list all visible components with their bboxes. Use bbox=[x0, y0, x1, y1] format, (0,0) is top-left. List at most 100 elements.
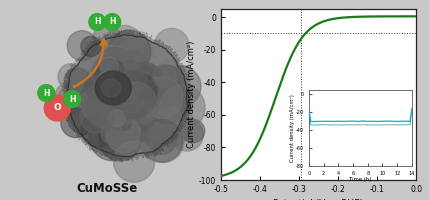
Circle shape bbox=[127, 62, 161, 96]
Circle shape bbox=[89, 114, 136, 161]
Circle shape bbox=[114, 141, 155, 182]
Y-axis label: Current density (mA/cm²): Current density (mA/cm²) bbox=[290, 94, 295, 162]
Circle shape bbox=[86, 90, 125, 129]
Circle shape bbox=[145, 103, 182, 140]
Circle shape bbox=[120, 106, 139, 125]
FancyArrowPatch shape bbox=[74, 40, 106, 87]
Circle shape bbox=[120, 95, 157, 132]
Circle shape bbox=[69, 85, 103, 119]
Circle shape bbox=[67, 31, 97, 61]
X-axis label: Potential (V vs RHE): Potential (V vs RHE) bbox=[273, 199, 364, 200]
Circle shape bbox=[148, 65, 185, 102]
Polygon shape bbox=[66, 35, 187, 157]
Circle shape bbox=[98, 89, 127, 118]
Circle shape bbox=[106, 70, 148, 112]
Circle shape bbox=[111, 78, 154, 120]
Circle shape bbox=[58, 64, 84, 89]
Circle shape bbox=[106, 83, 136, 112]
Circle shape bbox=[101, 123, 123, 144]
Circle shape bbox=[141, 77, 183, 119]
Circle shape bbox=[84, 65, 121, 103]
Circle shape bbox=[93, 24, 120, 52]
Circle shape bbox=[112, 111, 132, 131]
Circle shape bbox=[127, 94, 147, 114]
Circle shape bbox=[133, 76, 158, 100]
Circle shape bbox=[81, 75, 126, 120]
Circle shape bbox=[99, 119, 141, 161]
Circle shape bbox=[160, 85, 205, 130]
Circle shape bbox=[112, 107, 133, 128]
Circle shape bbox=[148, 81, 187, 120]
Circle shape bbox=[132, 72, 159, 99]
Circle shape bbox=[127, 89, 170, 131]
Text: H: H bbox=[94, 18, 100, 26]
Circle shape bbox=[118, 62, 135, 78]
Polygon shape bbox=[101, 79, 121, 97]
Circle shape bbox=[106, 118, 141, 153]
Circle shape bbox=[90, 81, 131, 122]
Circle shape bbox=[97, 47, 135, 86]
Circle shape bbox=[100, 57, 119, 76]
Circle shape bbox=[103, 83, 143, 124]
Circle shape bbox=[114, 82, 157, 124]
Circle shape bbox=[120, 96, 148, 124]
Circle shape bbox=[108, 110, 125, 127]
Circle shape bbox=[112, 60, 142, 90]
Circle shape bbox=[59, 80, 94, 116]
Circle shape bbox=[88, 70, 120, 101]
Circle shape bbox=[112, 83, 133, 104]
Circle shape bbox=[104, 96, 121, 112]
Circle shape bbox=[106, 72, 151, 117]
Circle shape bbox=[90, 45, 136, 92]
Circle shape bbox=[154, 68, 178, 91]
Circle shape bbox=[119, 90, 157, 128]
Circle shape bbox=[136, 59, 177, 101]
Circle shape bbox=[99, 71, 139, 111]
Circle shape bbox=[81, 36, 101, 56]
Circle shape bbox=[118, 86, 139, 108]
Circle shape bbox=[114, 100, 157, 143]
Circle shape bbox=[44, 95, 70, 121]
Circle shape bbox=[181, 119, 205, 143]
Text: H: H bbox=[43, 88, 49, 98]
Circle shape bbox=[120, 71, 153, 103]
Circle shape bbox=[133, 64, 163, 94]
Circle shape bbox=[89, 14, 106, 30]
Circle shape bbox=[96, 97, 135, 136]
Circle shape bbox=[126, 79, 157, 109]
Circle shape bbox=[66, 96, 105, 135]
Circle shape bbox=[118, 76, 137, 95]
Circle shape bbox=[85, 72, 114, 100]
Circle shape bbox=[104, 14, 121, 30]
Circle shape bbox=[97, 86, 126, 115]
Circle shape bbox=[121, 91, 146, 116]
Circle shape bbox=[139, 77, 187, 125]
Circle shape bbox=[110, 72, 157, 118]
Circle shape bbox=[102, 102, 148, 148]
Circle shape bbox=[89, 75, 124, 109]
Circle shape bbox=[121, 51, 147, 77]
Circle shape bbox=[107, 68, 148, 108]
Circle shape bbox=[110, 60, 147, 97]
Circle shape bbox=[97, 90, 136, 129]
Circle shape bbox=[110, 67, 140, 97]
Text: O: O bbox=[53, 104, 61, 112]
Circle shape bbox=[171, 118, 203, 151]
Circle shape bbox=[81, 113, 115, 147]
Circle shape bbox=[107, 82, 127, 102]
Circle shape bbox=[94, 82, 133, 121]
Circle shape bbox=[150, 81, 177, 108]
Circle shape bbox=[80, 99, 114, 133]
Circle shape bbox=[146, 124, 177, 155]
Circle shape bbox=[64, 68, 91, 94]
Circle shape bbox=[90, 98, 130, 139]
Circle shape bbox=[101, 115, 139, 153]
Circle shape bbox=[146, 99, 193, 147]
Circle shape bbox=[121, 90, 144, 113]
Circle shape bbox=[105, 71, 124, 90]
Circle shape bbox=[64, 91, 81, 107]
Circle shape bbox=[82, 81, 127, 127]
Circle shape bbox=[112, 85, 145, 119]
Circle shape bbox=[86, 85, 130, 128]
Circle shape bbox=[154, 28, 189, 63]
